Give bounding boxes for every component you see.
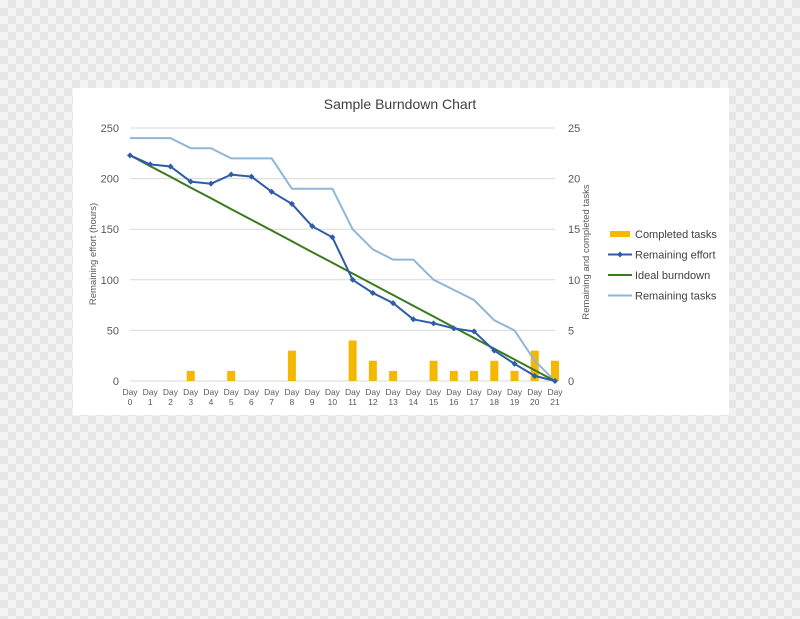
left-tick-label: 250 <box>101 123 119 135</box>
data-point <box>450 325 457 332</box>
left-tick-label: 200 <box>101 174 119 186</box>
x-tick-label: Day 15 <box>426 387 442 407</box>
bar <box>490 360 499 381</box>
x-tick-label: Day 12 <box>365 387 381 407</box>
data-point <box>288 200 295 207</box>
data-point <box>207 180 214 187</box>
data-point <box>309 223 316 230</box>
legend-marker <box>617 251 623 258</box>
x-tick-label: Day 20 <box>527 387 543 407</box>
left-tick-label: 0 <box>113 376 119 388</box>
bar <box>227 370 236 381</box>
x-tick-label: Day 19 <box>507 387 523 407</box>
x-tick-label: Day 1 <box>143 387 159 407</box>
data-point <box>167 163 174 170</box>
right-tick-label: 20 <box>568 174 580 186</box>
legend-swatch <box>610 231 630 237</box>
chart-panel: Sample Burndown Chart 0 50 100 150 200 250 0 5… <box>73 88 729 415</box>
data-point <box>491 347 498 354</box>
series-line <box>129 154 556 382</box>
legend-label: Ideal burndown <box>635 270 710 282</box>
x-tick-label: Day 3 <box>183 387 199 407</box>
completed-tasks-bars <box>186 340 559 381</box>
legend-label: Remaining effort <box>635 250 716 262</box>
x-tick-label: Day 10 <box>325 387 341 407</box>
data-point <box>471 328 478 335</box>
bar <box>510 370 519 381</box>
data-point <box>390 300 397 307</box>
gridlines <box>130 127 555 382</box>
left-axis-title: Remaining effort (hours) <box>88 203 99 305</box>
right-tick-label: 15 <box>568 224 580 236</box>
series-line <box>129 154 556 382</box>
x-tick-label: Day 18 <box>487 387 503 407</box>
right-tick-label: 10 <box>568 275 580 287</box>
series-lines <box>127 137 558 384</box>
right-axis-title: Remaining and completed tasks <box>581 184 592 319</box>
data-point <box>511 360 518 367</box>
bar <box>429 360 438 381</box>
x-tick-label: Day 17 <box>466 387 482 407</box>
x-tick-label: Day 0 <box>122 387 138 407</box>
x-tick-label: Day 4 <box>203 387 219 407</box>
legend-label: Completed tasks <box>635 229 717 241</box>
left-tick-label: 50 <box>107 325 119 337</box>
x-tick-label: Day 9 <box>305 387 321 407</box>
data-point <box>147 161 154 168</box>
left-tick-label: 150 <box>101 224 119 236</box>
x-tick-label: Day 7 <box>264 387 280 407</box>
x-tick-label: Day 14 <box>406 387 422 407</box>
x-tick-label: Day 5 <box>224 387 240 407</box>
x-tick-label: Day 2 <box>163 387 179 407</box>
data-point <box>127 152 133 159</box>
data-point <box>369 289 376 296</box>
x-tick-label: Day 16 <box>446 387 462 407</box>
bar <box>551 360 559 381</box>
bar <box>287 350 296 381</box>
burndown-chart: Sample Burndown Chart 0 50 100 150 200 250 0 5… <box>88 96 717 407</box>
bar <box>389 370 398 381</box>
x-tick-label: Day 6 <box>244 387 260 407</box>
data-point <box>410 316 417 323</box>
data-point <box>531 372 538 379</box>
series-line <box>130 137 556 382</box>
left-tick-label: 100 <box>101 275 119 287</box>
data-point <box>552 378 558 384</box>
right-tick-label: 25 <box>568 123 580 135</box>
data-point <box>228 171 235 178</box>
x-tick-label: Day 8 <box>284 387 300 407</box>
data-point <box>248 173 255 180</box>
data-point <box>430 320 437 327</box>
legend-label: Remaining tasks <box>635 291 717 303</box>
left-axis: 0 50 100 150 200 250 <box>101 123 119 388</box>
right-axis: 0 5 10 15 20 25 <box>568 123 580 388</box>
x-tick-label: Day 13 <box>386 387 402 407</box>
right-tick-label: 0 <box>568 376 574 388</box>
right-tick-label: 5 <box>568 325 574 337</box>
bar <box>530 350 539 381</box>
bar <box>348 340 357 381</box>
x-tick-label: Day 21 <box>547 387 563 407</box>
bar <box>449 370 458 381</box>
x-tick-label: Day 11 <box>345 387 361 407</box>
bar <box>470 370 479 381</box>
data-point <box>329 234 336 241</box>
data-point <box>187 178 194 185</box>
legend: Completed tasks Remaining effort Ideal bur… <box>608 229 717 303</box>
data-point <box>349 276 356 283</box>
data-point <box>268 188 275 195</box>
bar <box>368 360 377 381</box>
bar <box>186 370 195 381</box>
chart-title: Sample Burndown Chart <box>324 96 477 112</box>
